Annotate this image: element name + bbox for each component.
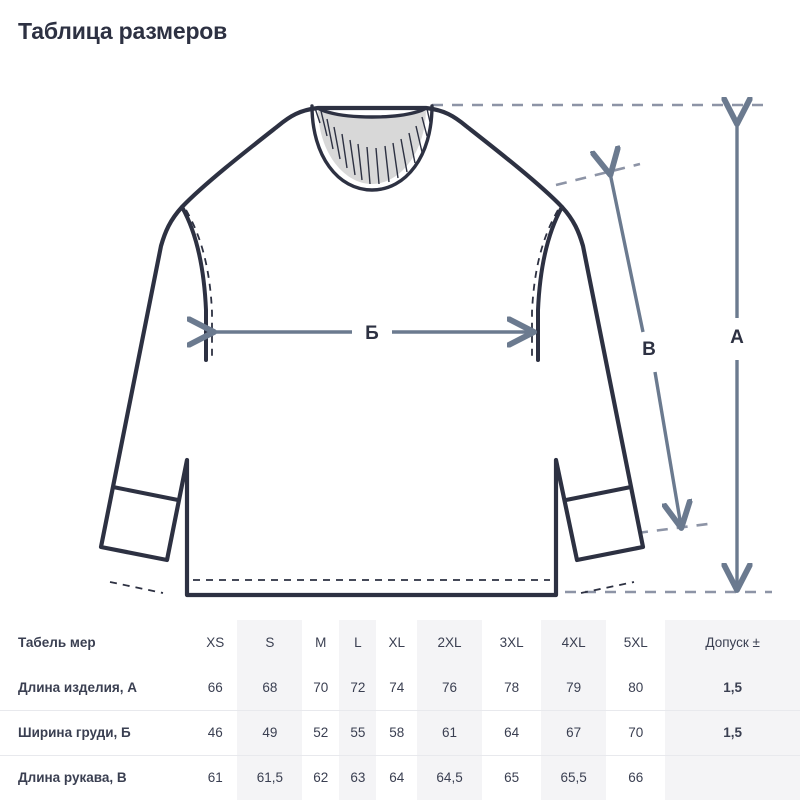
- cell-chest-xl: 58: [376, 710, 418, 756]
- label-A: А: [730, 327, 744, 348]
- collar-inner-edge: [316, 106, 428, 119]
- cell-chest-2xl: 61: [417, 710, 482, 756]
- armhole-right: [536, 205, 564, 362]
- stitch-cuff-left: [109, 581, 164, 594]
- table-row-chest: Ширина груди, Б 46 49 52 55 58 61 64 67 …: [0, 710, 800, 756]
- header-cell-tolerance: Допуск ±: [665, 620, 800, 665]
- cell-length-2xl: 76: [417, 665, 482, 711]
- cuff-left-line: [112, 485, 179, 502]
- row-label-length: Длина изделия, А: [0, 665, 193, 711]
- header-cell-m: M: [315, 635, 327, 650]
- cell-length-l: 72: [339, 665, 377, 711]
- collar-ribbing: [314, 107, 431, 185]
- guide-shoulder-diagonal: [555, 162, 641, 187]
- armhole-left: [180, 205, 208, 362]
- cell-sleeve-m: 62: [313, 770, 329, 786]
- cell-sleeve-2xl: 64,5: [417, 755, 482, 800]
- arrow-V-upper: [610, 173, 645, 333]
- armhole-seams: [180, 205, 564, 362]
- cell-sleeve-3xl: 65: [504, 770, 520, 786]
- table-row-sleeve: Длина рукава, В 61 61,5 62 63 64 64,5 65…: [0, 755, 800, 800]
- page-title: Таблица размеров: [18, 18, 228, 44]
- row-label-chest: Ширина груди, Б: [0, 710, 193, 756]
- cell-sleeve-xl: 64: [389, 770, 405, 786]
- label-V: В: [642, 339, 656, 360]
- table-row-length: Длина изделия, А 66 68 70 72 74 76 78 79…: [0, 665, 800, 711]
- cell-length-tolerance: 1,5: [665, 665, 800, 711]
- measurement-arrows: [212, 122, 737, 588]
- cell-chest-xs: 46: [193, 710, 238, 756]
- cell-length-4xl: 79: [541, 665, 607, 711]
- garment-outline: [98, 105, 646, 598]
- cell-chest-5xl: 70: [606, 710, 666, 756]
- label-B: Б: [365, 323, 379, 344]
- cell-length-xl: 74: [376, 665, 418, 711]
- cell-chest-tolerance: 1,5: [665, 710, 800, 756]
- arrow-V-lower: [653, 371, 681, 526]
- cuff-right-line: [565, 485, 632, 502]
- stitch-lines: [109, 209, 635, 594]
- cell-length-5xl: 80: [606, 665, 666, 711]
- cell-chest-l: 55: [339, 710, 377, 756]
- cell-sleeve-tolerance: [665, 755, 800, 800]
- header-cell-5xl: 5XL: [623, 635, 648, 650]
- garment-technical-drawing: А Б В: [0, 60, 800, 620]
- cell-sleeve-5xl: 66: [628, 770, 644, 786]
- cell-chest-3xl: 64: [481, 710, 542, 756]
- measurement-labels: А Б В: [365, 323, 744, 360]
- cell-sleeve-4xl: 65,5: [541, 755, 607, 800]
- table-header-row: Табель мер XS S M L XL 2XL 3XL 4XL 5XL Д…: [0, 620, 800, 665]
- cell-chest-m: 52: [302, 710, 340, 756]
- header-cell-4xl: 4XL: [541, 620, 607, 665]
- cell-length-s: 68: [237, 665, 303, 711]
- header-cell-xs: XS: [206, 635, 225, 650]
- cell-sleeve-xs: 61: [207, 770, 223, 786]
- cell-sleeve-l: 63: [339, 755, 377, 800]
- collar: [310, 104, 434, 192]
- cell-length-3xl: 78: [481, 665, 542, 711]
- cell-sleeve-s: 61,5: [237, 755, 303, 800]
- cell-chest-4xl: 67: [541, 710, 607, 756]
- row-label-sleeve: Длина рукава, В: [18, 770, 127, 786]
- header-cell-2xl: 2XL: [417, 620, 482, 665]
- stitch-cuff-right: [580, 581, 635, 594]
- cell-chest-s: 49: [237, 710, 303, 756]
- size-chart-table: Табель мер XS S M L XL 2XL 3XL 4XL 5XL Д…: [0, 620, 800, 800]
- collar-outer-edge: [310, 104, 434, 192]
- header-cell-xl: XL: [388, 635, 406, 650]
- collar-fill: [318, 108, 426, 184]
- header-cell-s: S: [237, 620, 303, 665]
- cell-length-xs: 66: [193, 665, 238, 711]
- cell-length-m: 70: [302, 665, 340, 711]
- header-cell-l: L: [339, 620, 377, 665]
- header-cell-3xl: 3XL: [499, 635, 524, 650]
- cuffs: [112, 485, 632, 502]
- stitch-armhole-left: [185, 209, 213, 360]
- guide-cuff-diagonal: [636, 521, 717, 535]
- stitch-armhole-right: [531, 209, 559, 360]
- header-cell-measure: Табель мер: [18, 635, 96, 650]
- shirt-body-path: [98, 105, 646, 598]
